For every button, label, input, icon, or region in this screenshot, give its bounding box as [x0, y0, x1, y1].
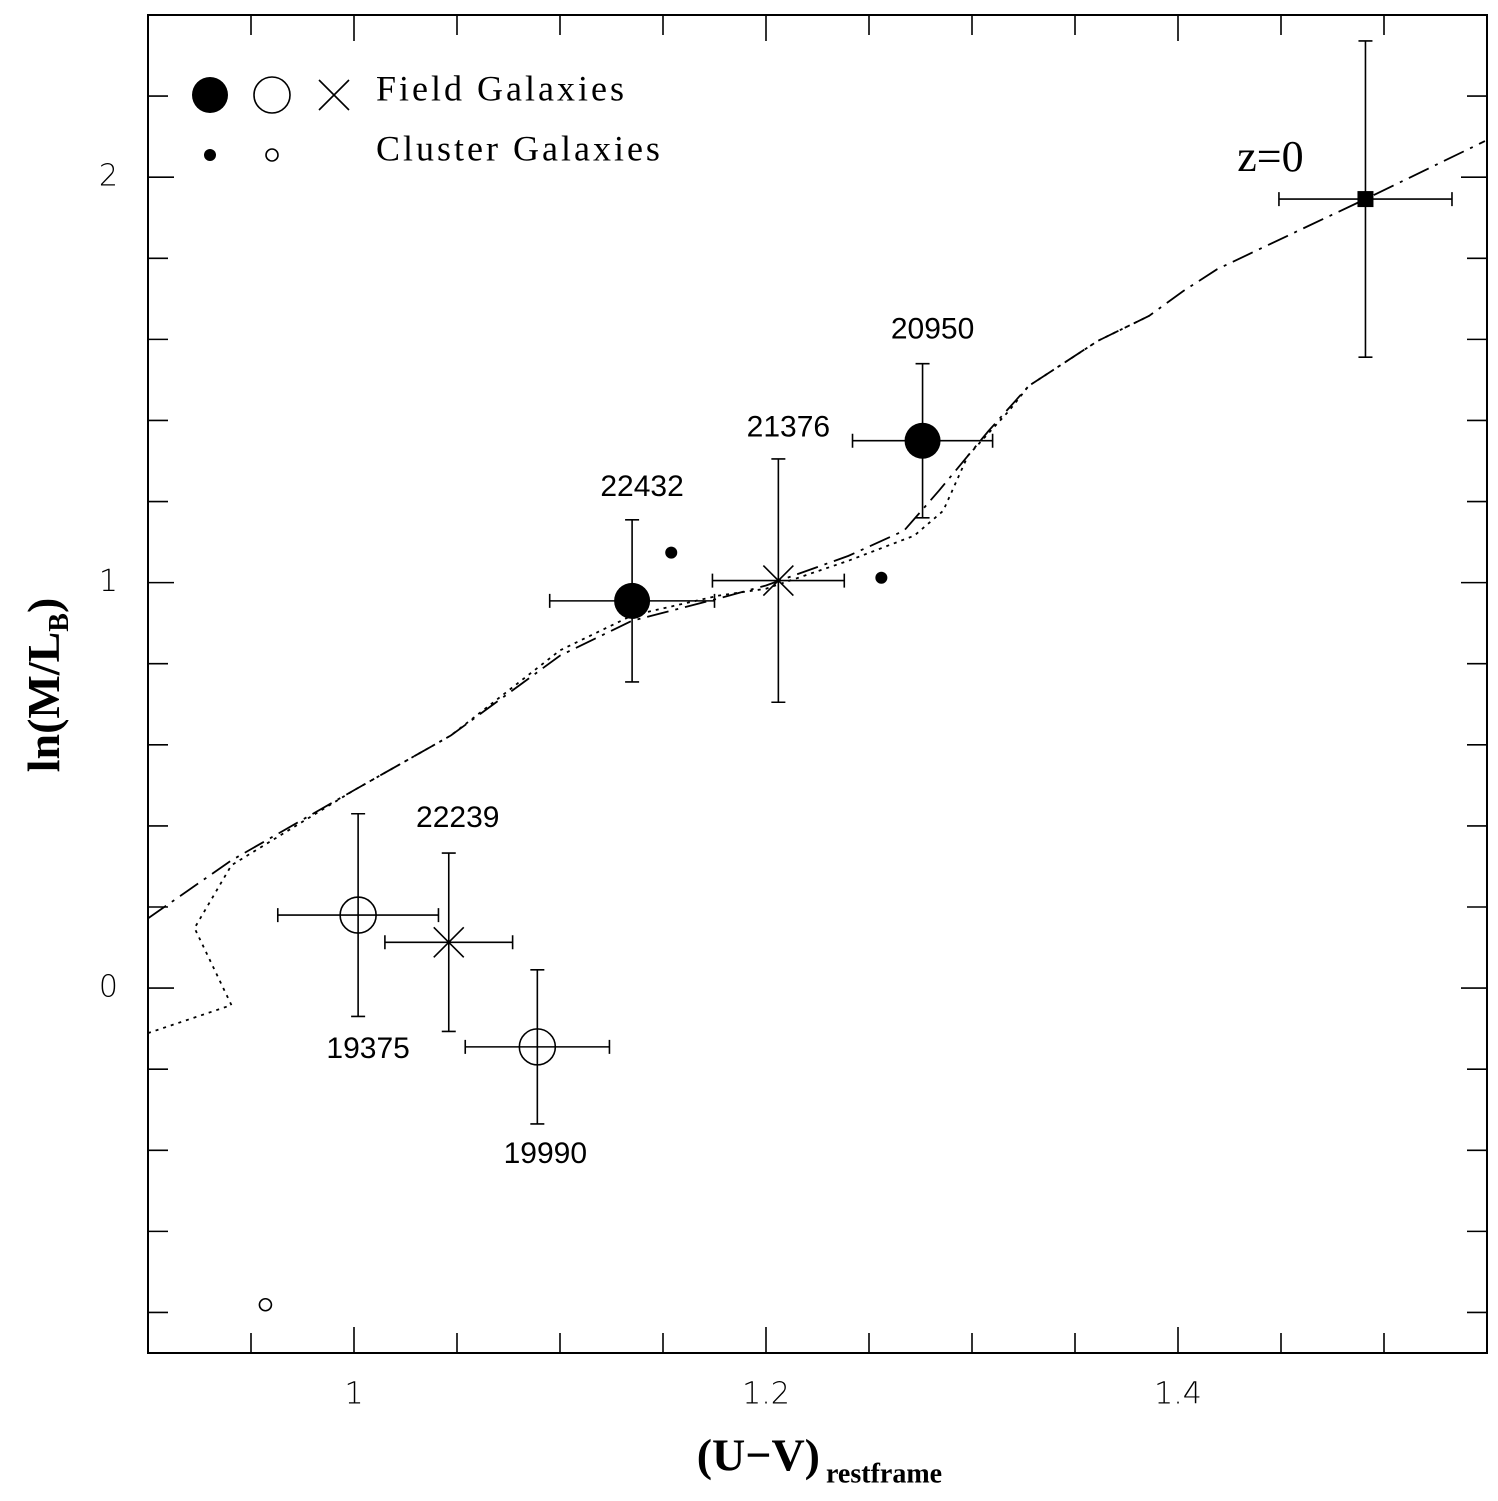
legend-marker [253, 76, 291, 114]
x-tick-label: 1.2 [742, 1377, 790, 1412]
data-point [433, 926, 465, 958]
point-label: 22432 [600, 470, 683, 503]
point-label: 19990 [504, 1137, 587, 1170]
y-axis-label-sub: B [44, 613, 75, 632]
data-point [904, 422, 941, 459]
legend-label: Cluster Galaxies [376, 128, 663, 168]
legend-marker [192, 77, 228, 113]
legend-marker [265, 148, 279, 162]
legend-label: Field Galaxies [376, 68, 627, 108]
point-label: 22239 [416, 801, 499, 834]
y-axis-label: ln(M/LB) [18, 598, 76, 773]
data-point [614, 582, 651, 619]
y-tick-label: 1 [99, 564, 118, 599]
x-error-bar [464, 1039, 611, 1054]
x-axis-label-sub: restframe [826, 1458, 942, 1489]
point-label: z=0 [1237, 132, 1303, 181]
point-label: 21376 [747, 411, 830, 444]
x-tick-label: 1 [344, 1377, 363, 1412]
data-point [665, 546, 678, 559]
data-point [339, 896, 377, 934]
point-label: 19375 [326, 1032, 409, 1065]
y-axis-label-text: ln(M/LB) [18, 598, 76, 773]
data-point [258, 1297, 273, 1312]
data-point [762, 565, 794, 597]
y-axis-label-main: ln(M/L [18, 632, 69, 773]
legend-marker [318, 79, 350, 111]
x-tick-label: 1.4 [1154, 1377, 1202, 1412]
x-error-bar [276, 908, 440, 923]
plot-frame [147, 14, 1488, 1354]
y-tick-label: 0 [99, 970, 118, 1005]
point-label: 20950 [891, 313, 974, 346]
legend-marker [204, 149, 216, 161]
model-line [147, 315, 1150, 1034]
model-line [147, 140, 1486, 920]
data-point [1357, 191, 1374, 208]
data-point [518, 1028, 557, 1066]
x-axis-label: (U−V) [697, 1430, 820, 1481]
data-point [875, 571, 888, 584]
y-axis-label-end: ) [18, 598, 69, 613]
y-tick-label: 2 [99, 159, 118, 194]
